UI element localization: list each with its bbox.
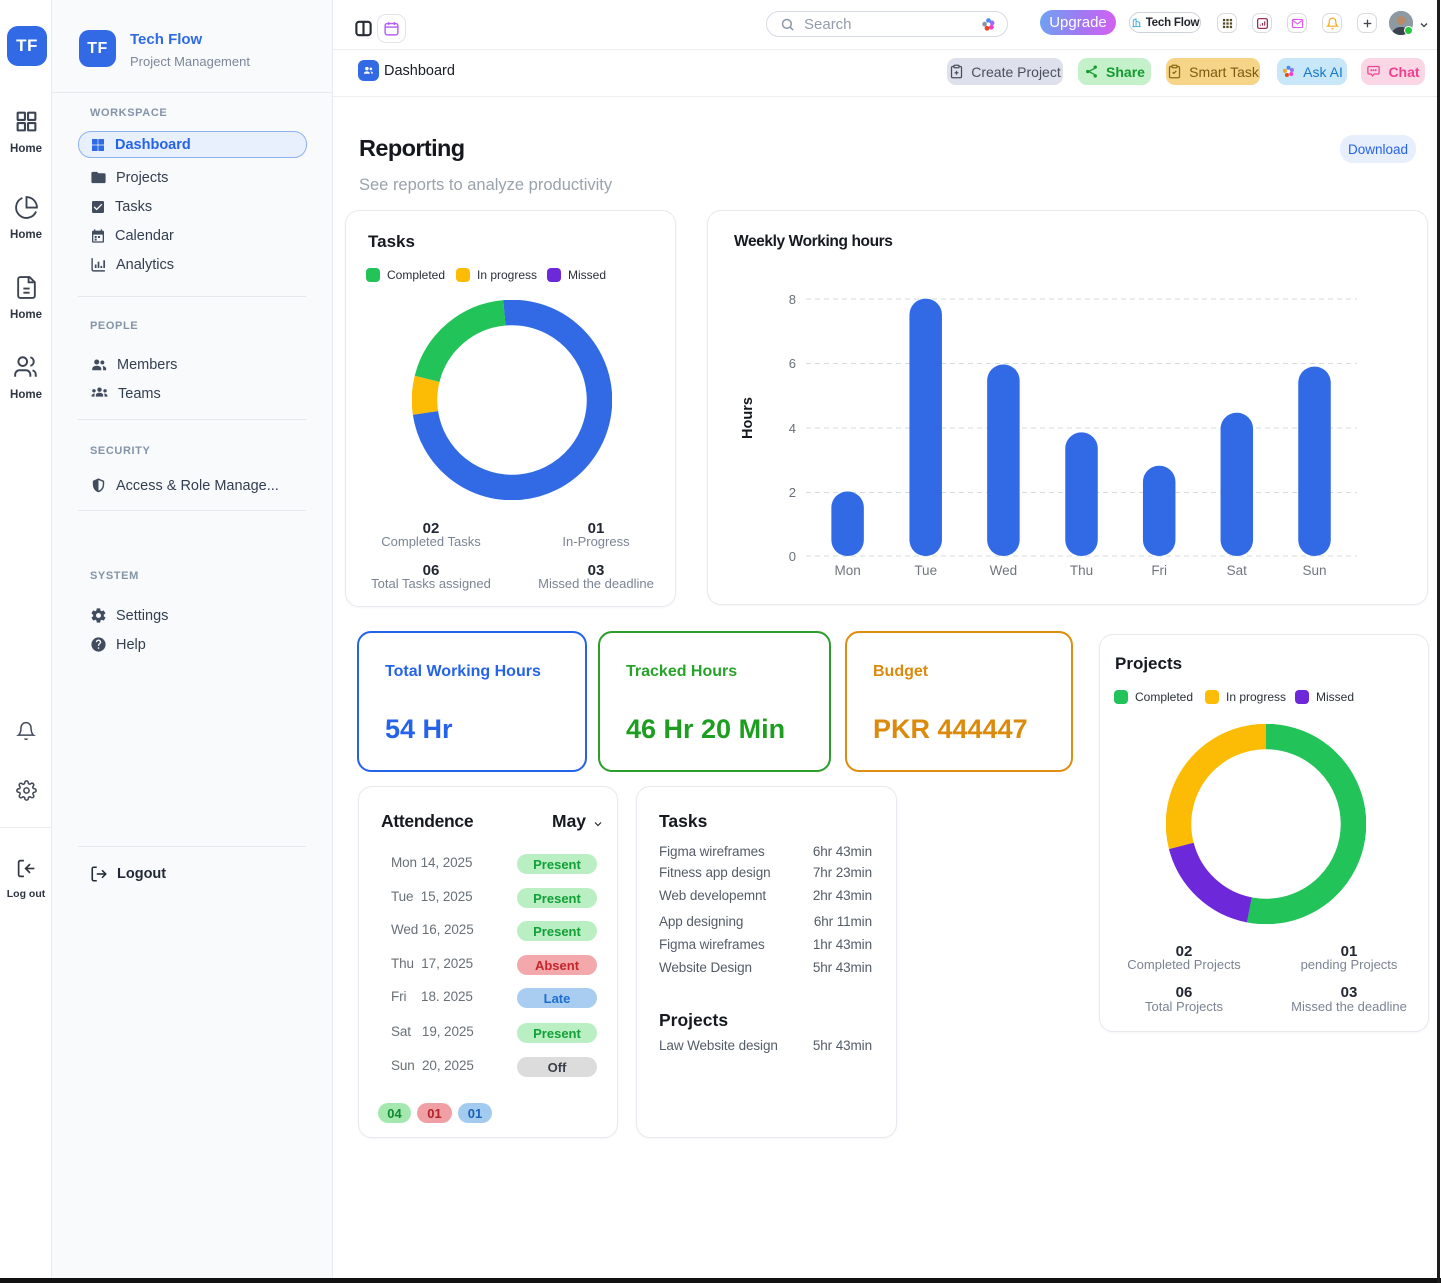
svg-text:Sun: Sun [1302,563,1326,578]
svg-text:Fri: Fri [1151,563,1167,578]
svg-text:8: 8 [789,292,796,307]
svg-text:Thu: Thu [1070,563,1093,578]
svg-text:2: 2 [789,485,796,500]
svg-text:0: 0 [789,549,796,564]
svg-text:Hours: Hours [740,397,756,439]
svg-text:Sat: Sat [1227,563,1248,578]
svg-text:Mon: Mon [834,563,860,578]
svg-text:Wed: Wed [990,563,1018,578]
svg-text:4: 4 [789,421,796,436]
svg-text:6: 6 [789,356,796,371]
svg-text:Tue: Tue [914,563,937,578]
